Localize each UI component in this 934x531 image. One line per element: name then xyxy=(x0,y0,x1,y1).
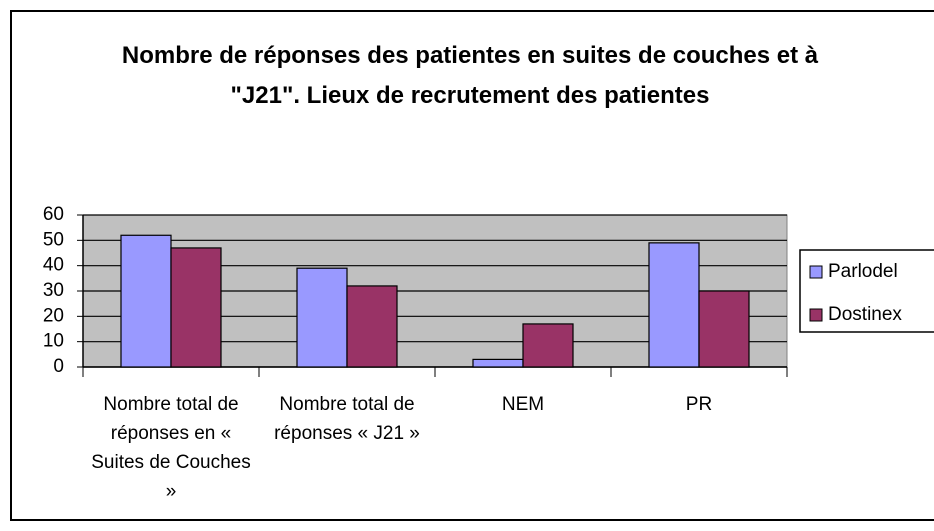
bar xyxy=(120,234,172,368)
bar xyxy=(296,267,348,368)
y-tick-label: 10 xyxy=(43,331,64,352)
x-tick-label: Nombre total de réponses en « Suites de … xyxy=(91,394,251,502)
y-tick-label: 50 xyxy=(43,229,64,250)
legend-swatch xyxy=(809,308,823,322)
legend-label: Parlodel xyxy=(828,261,898,282)
y-tick-label: 0 xyxy=(53,356,64,377)
legend-swatch xyxy=(809,265,823,279)
x-tick-label: PR xyxy=(685,394,713,415)
y-tick-label: 20 xyxy=(43,305,64,326)
y-tick-label: 60 xyxy=(43,204,64,225)
bar xyxy=(698,290,750,368)
chart-title: Nombre de réponses des patientes en suit… xyxy=(121,42,819,109)
bar xyxy=(648,242,700,368)
bar xyxy=(346,285,398,368)
x-tick-label: Nombre total de réponses « J21 » xyxy=(274,394,420,444)
x-tick-label: NEM xyxy=(501,394,545,415)
bar xyxy=(472,358,524,368)
y-tick-label: 30 xyxy=(43,280,64,301)
legend-label: Dostinex xyxy=(828,304,902,325)
bar xyxy=(522,323,574,368)
y-tick-label: 40 xyxy=(43,255,64,276)
bar xyxy=(170,247,222,368)
